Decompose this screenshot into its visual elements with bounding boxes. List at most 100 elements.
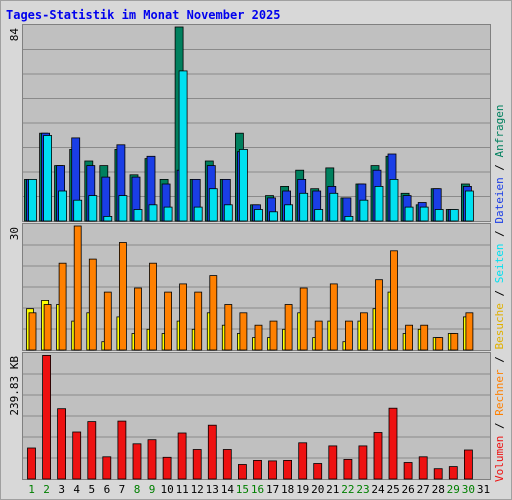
bar-seiten-day-4 xyxy=(73,199,83,222)
bar-seiten-day-18 xyxy=(284,204,294,222)
bar-seiten-day-10 xyxy=(163,206,173,222)
legend-separator: / xyxy=(493,283,506,303)
bar-rechner-day-12 xyxy=(194,291,203,351)
x-tick-label: 8 xyxy=(134,483,141,496)
x-tick-label: 13 xyxy=(206,483,219,496)
bars xyxy=(24,26,474,480)
bar-rechner-day-11 xyxy=(179,283,188,351)
x-tick-label: 26 xyxy=(401,483,414,496)
x-tick-label: 12 xyxy=(191,483,204,496)
bar-volumen-day-21 xyxy=(328,445,338,480)
bar-volumen-day-7 xyxy=(117,420,127,480)
bar-seiten-day-19 xyxy=(299,192,309,222)
x-tick-label: 17 xyxy=(266,483,279,496)
bar-rechner-day-20 xyxy=(314,320,323,351)
x-tick-label: 28 xyxy=(432,483,445,496)
bar-seiten-day-8 xyxy=(133,209,143,222)
legend: Volumen / Rechner / Besuche / Seiten / D… xyxy=(493,104,506,482)
bar-volumen-day-29 xyxy=(448,466,458,480)
bar-seiten-day-27 xyxy=(419,206,429,222)
bar-seiten-day-22 xyxy=(344,215,354,222)
bar-volumen-day-24 xyxy=(373,432,383,480)
bar-seiten-day-3 xyxy=(58,190,67,222)
bar-volumen-day-6 xyxy=(102,456,112,480)
legend-dateien: Dateien xyxy=(493,177,506,223)
x-tick-label: 18 xyxy=(281,483,294,496)
bar-volumen-day-11 xyxy=(177,432,187,480)
bar-seiten-day-2 xyxy=(43,135,52,222)
bar-volumen-day-16 xyxy=(253,459,262,480)
x-tick-label: 30 xyxy=(462,483,475,496)
bar-volumen-day-14 xyxy=(222,449,232,480)
bar-volumen-day-3 xyxy=(57,408,66,480)
legend-rechner: Rechner xyxy=(493,369,506,416)
bar-volumen-day-27 xyxy=(418,456,428,480)
x-tick-label: 1 xyxy=(28,483,35,496)
x-tick-label: 27 xyxy=(417,483,430,496)
x-tick-label: 16 xyxy=(251,483,264,496)
bar-seiten-day-23 xyxy=(359,199,369,222)
bar-seiten-day-12 xyxy=(193,206,203,222)
bar-rechner-day-16 xyxy=(254,324,263,351)
bar-seiten-day-5 xyxy=(88,195,98,222)
legend-volumen: Volumen xyxy=(493,436,506,482)
bar-seiten-day-24 xyxy=(374,185,384,222)
bar-seiten-day-17 xyxy=(269,211,278,222)
bar-rechner-day-1 xyxy=(28,312,37,351)
bar-volumen-day-23 xyxy=(358,445,368,480)
x-tick-label: 11 xyxy=(176,483,189,496)
bar-rechner-day-17 xyxy=(269,320,278,351)
bar-volumen-day-28 xyxy=(433,468,443,480)
x-tick-label: 10 xyxy=(160,483,173,496)
x-tick-label: 20 xyxy=(311,483,324,496)
bar-volumen-day-5 xyxy=(87,421,97,480)
bar-rechner-day-13 xyxy=(209,275,218,351)
bar-seiten-day-20 xyxy=(314,209,324,222)
bar-rechner-day-26 xyxy=(405,324,414,351)
bar-volumen-day-22 xyxy=(343,458,353,480)
bar-rechner-day-5 xyxy=(88,258,97,351)
x-tick-label: 4 xyxy=(73,483,80,496)
bar-rechner-day-21 xyxy=(329,283,338,351)
bar-seiten-day-6 xyxy=(103,215,113,222)
bar-seiten-day-15 xyxy=(238,148,248,222)
bar-seiten-day-9 xyxy=(148,204,158,222)
bar-rechner-day-27 xyxy=(420,324,429,351)
bar-rechner-day-2 xyxy=(43,304,52,351)
bar-rechner-day-10 xyxy=(164,291,173,351)
x-tick-label: 5 xyxy=(88,483,95,496)
x-tick-label: 7 xyxy=(119,483,126,496)
bar-seiten-day-29 xyxy=(449,209,459,222)
bar-rechner-day-30 xyxy=(465,312,474,351)
x-tick-label: 23 xyxy=(356,483,369,496)
bar-seiten-day-26 xyxy=(404,206,414,222)
x-tick-label: 14 xyxy=(221,483,235,496)
bar-volumen-day-25 xyxy=(388,407,398,480)
bar-rechner-day-25 xyxy=(390,250,398,351)
bar-rechner-day-4 xyxy=(73,225,82,351)
bar-seiten-day-28 xyxy=(434,209,444,222)
bar-volumen-day-19 xyxy=(298,442,308,480)
x-tick-label: 15 xyxy=(236,483,249,496)
x-tick-label: 24 xyxy=(371,483,385,496)
bar-volumen-day-17 xyxy=(268,460,277,480)
bar-seiten-day-14 xyxy=(223,204,233,222)
bar-rechner-day-29 xyxy=(450,333,459,351)
bar-rechner-day-7 xyxy=(119,242,127,351)
bar-seiten-day-25 xyxy=(389,178,399,222)
bar-rechner-day-3 xyxy=(58,262,67,351)
x-tick-label: 31 xyxy=(477,483,490,496)
legend-separator: / xyxy=(493,157,506,177)
bar-volumen-day-15 xyxy=(237,464,247,480)
legend-separator: / xyxy=(493,350,506,370)
requests-ymax-label: 84 xyxy=(8,28,21,42)
x-tick-label: 2 xyxy=(43,483,50,496)
bar-rechner-day-18 xyxy=(284,304,293,351)
bar-rechner-day-15 xyxy=(239,312,248,351)
x-tick-label: 6 xyxy=(104,483,111,496)
bar-dateien-day-6 xyxy=(101,176,111,222)
bar-rechner-day-24 xyxy=(375,279,383,351)
bar-rechner-day-8 xyxy=(134,287,142,351)
volume-ymax-label: 239.83 KB xyxy=(8,356,21,416)
bar-rechner-day-6 xyxy=(103,291,112,351)
